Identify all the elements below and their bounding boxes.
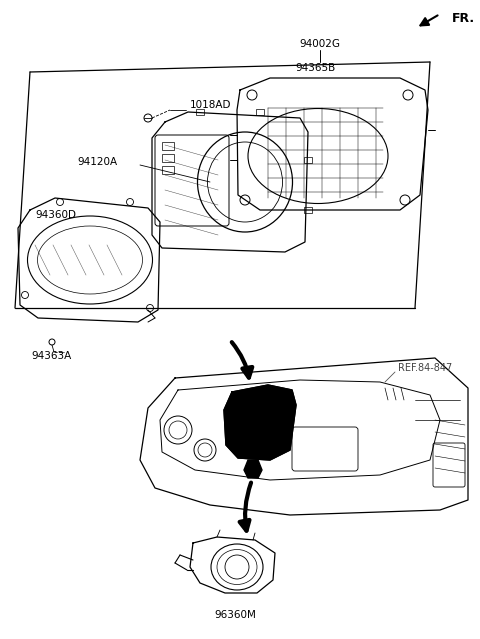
Bar bbox=[196, 109, 204, 115]
Polygon shape bbox=[224, 385, 296, 460]
Polygon shape bbox=[244, 460, 262, 478]
Bar bbox=[162, 166, 174, 174]
Text: FR.: FR. bbox=[452, 12, 475, 24]
Bar bbox=[162, 154, 174, 162]
Text: 96360M: 96360M bbox=[214, 610, 256, 620]
Bar bbox=[162, 142, 174, 150]
Text: 94360D: 94360D bbox=[35, 210, 76, 220]
Text: 94120A: 94120A bbox=[78, 157, 118, 167]
Bar bbox=[304, 157, 312, 163]
Text: REF.84-847: REF.84-847 bbox=[398, 363, 452, 373]
Bar bbox=[256, 109, 264, 115]
Bar bbox=[304, 207, 312, 213]
Text: 94363A: 94363A bbox=[32, 351, 72, 361]
Text: 94365B: 94365B bbox=[295, 63, 335, 73]
Text: 94002G: 94002G bbox=[300, 39, 340, 49]
Text: 1018AD: 1018AD bbox=[190, 100, 231, 110]
